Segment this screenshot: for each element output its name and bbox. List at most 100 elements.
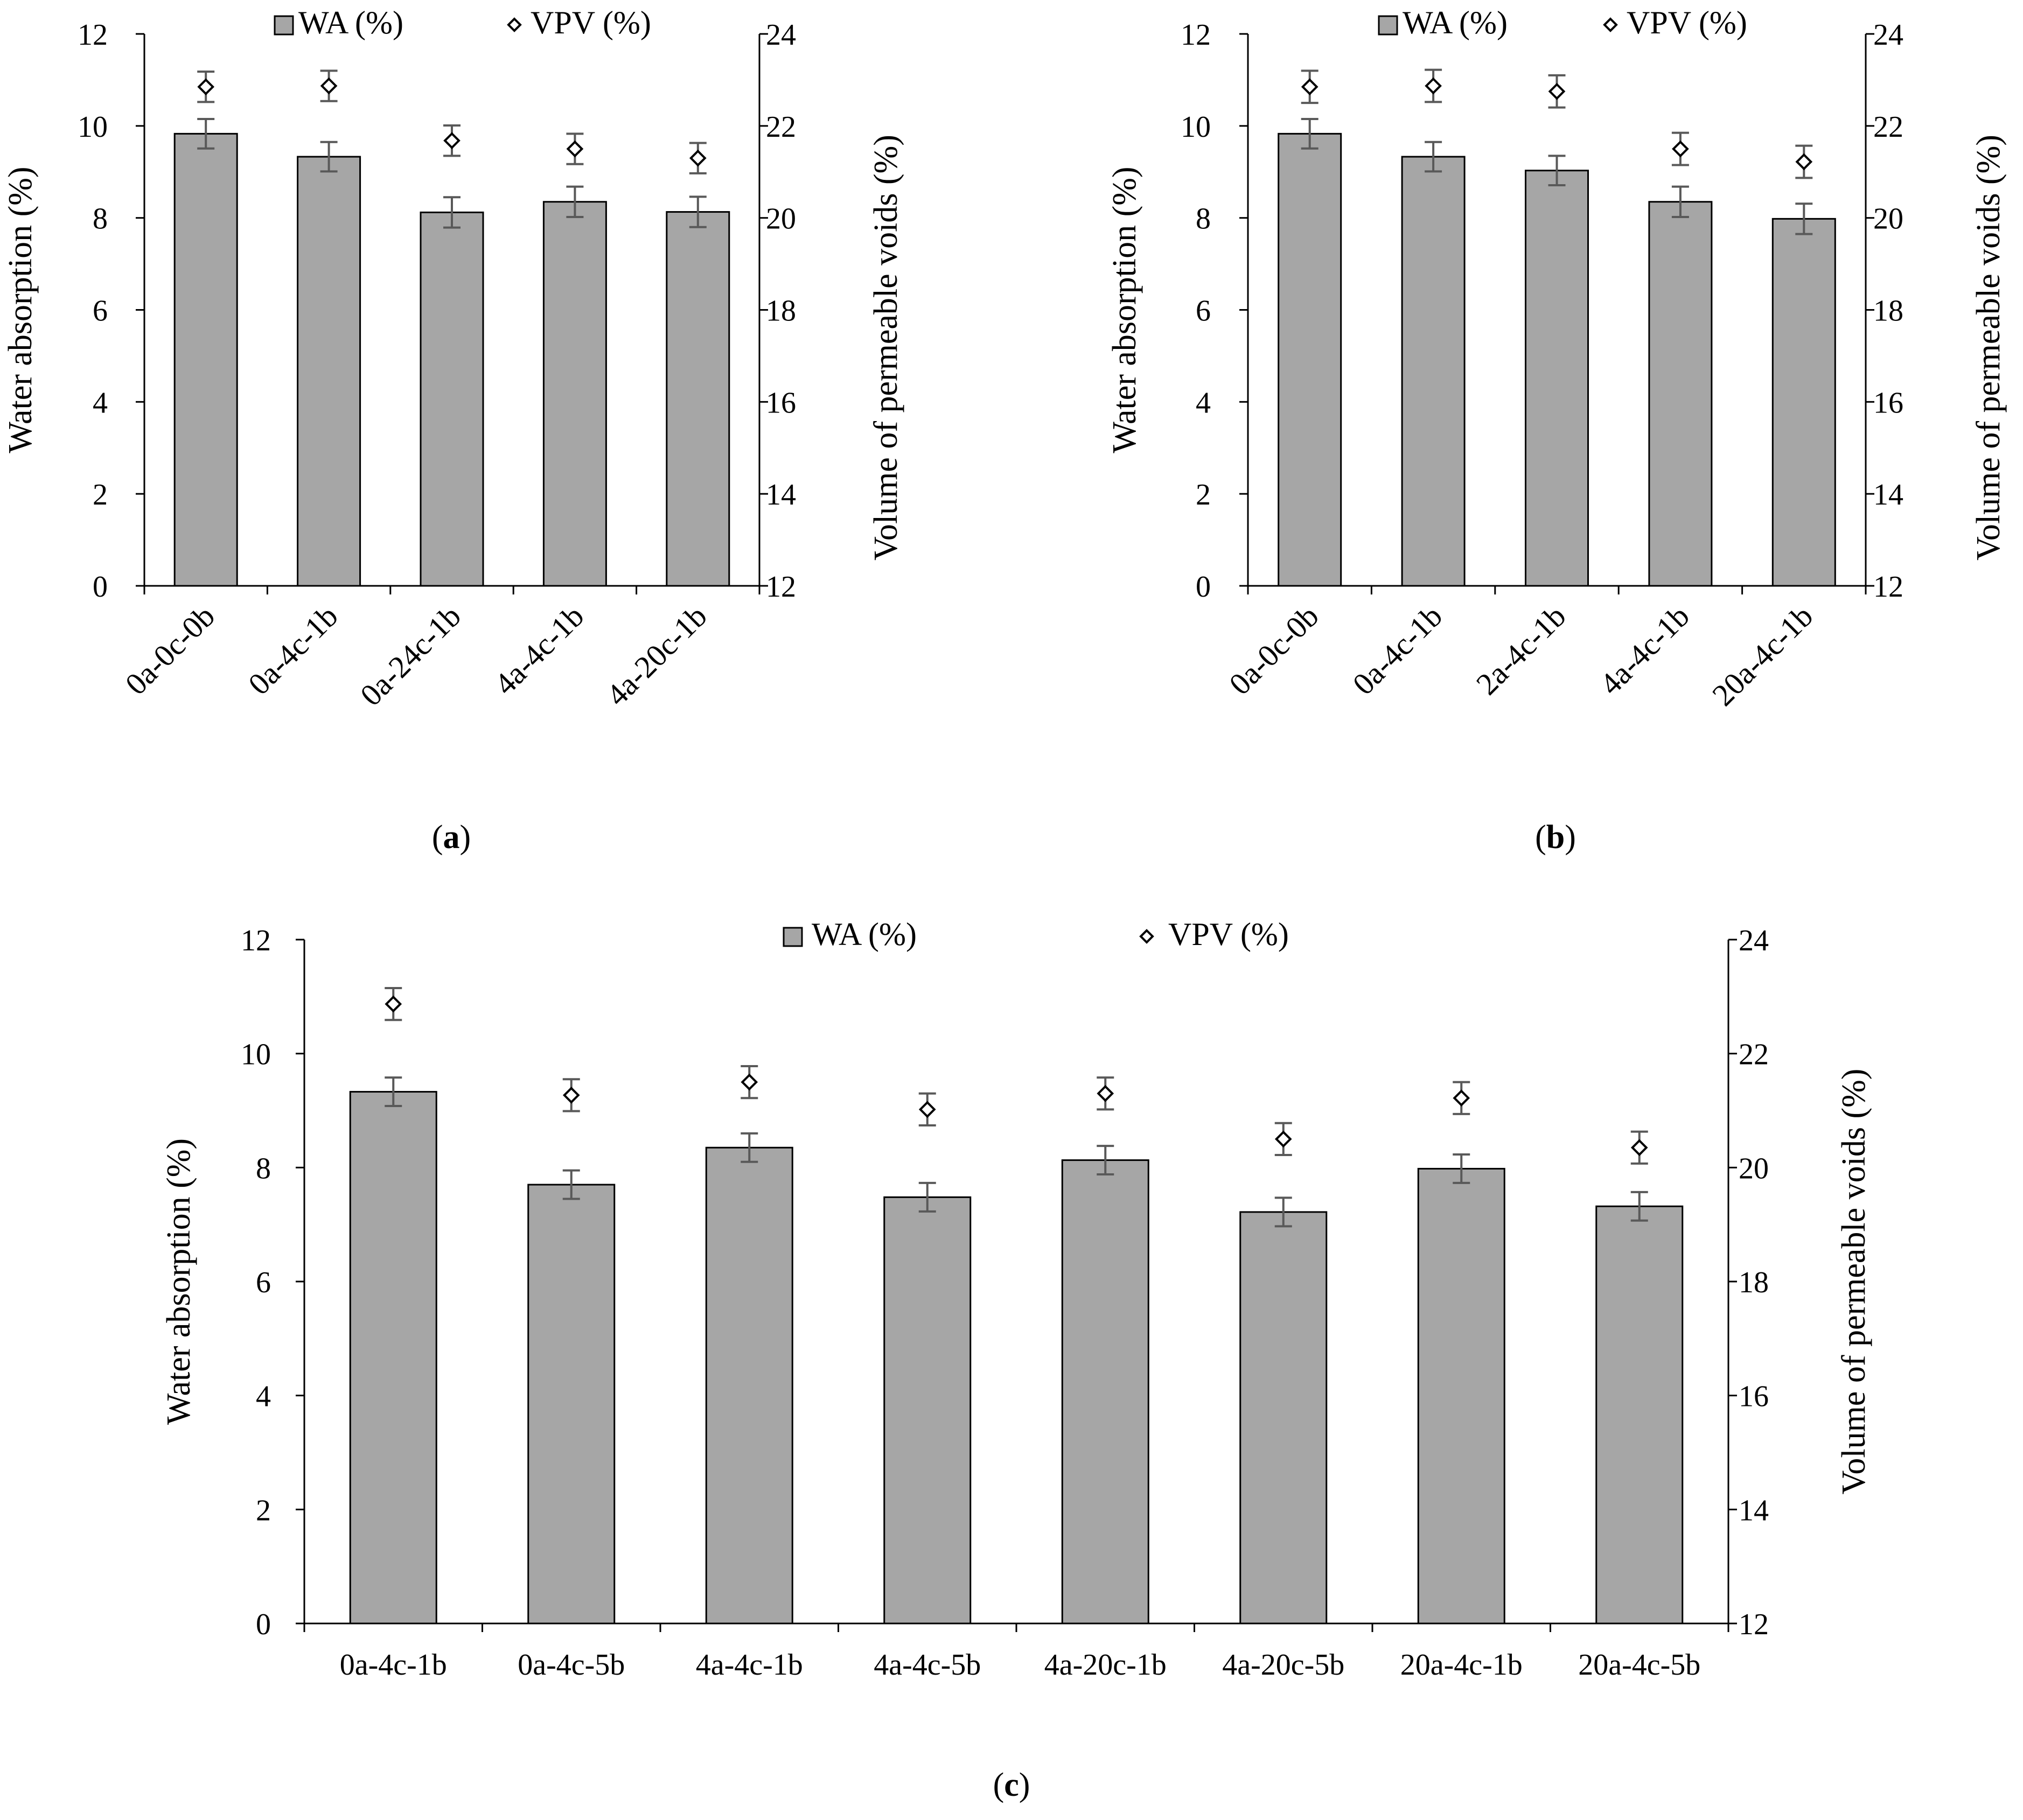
x-category-label: 4a-4c-1b	[487, 598, 591, 702]
wa-error-bar	[1548, 155, 1566, 187]
right-tick-label: 18	[766, 295, 796, 328]
right-tick-label: 14	[1739, 1494, 1769, 1527]
vpv-marker	[689, 149, 707, 167]
vpv-marker	[918, 1101, 936, 1118]
left-tick-label: 2	[256, 1494, 271, 1527]
caption-letter: c	[1004, 1767, 1019, 1803]
vpv-marker	[566, 140, 584, 158]
vpv-marker	[443, 132, 461, 149]
legend-wa-label: WA (%)	[812, 916, 917, 952]
x-category-label: 0a-4c-1b	[241, 598, 345, 702]
x-category-label: 4a-4c-5b	[874, 1648, 981, 1682]
wa-error-bar	[1097, 1145, 1114, 1176]
x-category-label: 4a-20c-1b	[599, 598, 714, 712]
wa-bar	[1771, 218, 1836, 587]
legend-vpv-marker	[1603, 17, 1618, 32]
left-tick-label: 12	[1181, 18, 1211, 52]
left-tick-label: 6	[256, 1266, 271, 1299]
vpv-marker	[1672, 140, 1689, 158]
right-tick-label: 12	[1739, 1608, 1769, 1641]
right-axis-title: Volume of permeable voids (%)	[1970, 135, 2007, 561]
left-tick-label: 10	[241, 1038, 271, 1072]
wa-bar	[542, 201, 607, 587]
wa-bar	[1648, 201, 1713, 587]
legend: WA (%) VPV (%)	[274, 5, 651, 40]
right-axis-title: Volume of permeable voids (%)	[1836, 1069, 1872, 1495]
x-category-label: 20a-4c-1b	[1705, 598, 1819, 712]
vpv-marker	[197, 78, 215, 96]
left-tick-label: 8	[93, 202, 108, 236]
vpv-marker	[1548, 82, 1566, 100]
panel-caption: (a)	[432, 819, 471, 856]
x-category-label: 20a-4c-1b	[1400, 1648, 1523, 1682]
wa-bar	[1239, 1211, 1328, 1625]
right-tick-label: 20	[1739, 1152, 1769, 1185]
right-tick-label: 14	[1873, 478, 1903, 512]
vpv-marker	[385, 995, 402, 1013]
wa-error-bar	[1425, 141, 1442, 173]
caption-letter: a	[443, 819, 460, 856]
x-category-label: 0a-24c-1b	[353, 598, 468, 712]
wa-error-bar	[741, 1132, 758, 1163]
caption-open-paren: (	[993, 1767, 1004, 1803]
wa-error-bar	[918, 1181, 936, 1213]
vpv-marker	[562, 1087, 580, 1104]
right-axis-title: Volume of permeable voids (%)	[868, 135, 904, 561]
right-tick-label: 22	[1873, 110, 1903, 144]
legend-vpv-label: VPV (%)	[1627, 5, 1747, 40]
vpv-marker	[1274, 1130, 1292, 1148]
right-tick-label: 22	[766, 110, 796, 144]
caption-letter: b	[1546, 819, 1565, 856]
x-category-label: 4a-20c-1b	[1044, 1648, 1167, 1682]
legend-vpv-label: VPV (%)	[531, 5, 651, 40]
wa-bar	[1278, 132, 1342, 587]
x-category-label: 4a-20c-5b	[1222, 1648, 1344, 1682]
x-category-label: 0a-4c-5b	[518, 1648, 625, 1682]
caption-close-paren: )	[1565, 819, 1576, 856]
vpv-marker	[1301, 78, 1319, 96]
left-tick-label: 2	[1196, 478, 1211, 512]
left-tick-label: 12	[241, 924, 271, 957]
left-tick-label: 0	[93, 570, 108, 604]
right-tick-label: 20	[766, 202, 796, 236]
x-category-label: 20a-4c-5b	[1578, 1648, 1700, 1682]
wa-bar	[1595, 1205, 1684, 1625]
wa-error-bar	[197, 118, 215, 150]
x-category-label: 0a-0c-0b	[118, 598, 222, 702]
legend-wa-label: WA (%)	[1403, 5, 1508, 40]
wa-bar	[705, 1146, 793, 1625]
legend-vpv-marker	[1139, 929, 1154, 944]
legend-vpv-marker	[507, 17, 522, 32]
legend: WA (%) VPV (%)	[1378, 5, 1747, 40]
right-tick-label: 24	[1873, 18, 1903, 52]
wa-bar	[297, 156, 361, 587]
right-tick-label: 16	[1873, 386, 1903, 419]
x-category-label: 4a-4c-1b	[1593, 598, 1696, 702]
legend-wa-swatch	[783, 927, 803, 947]
right-tick-label: 12	[766, 570, 796, 604]
right-tick-label: 20	[1873, 202, 1903, 236]
x-category-label: 0a-0c-0b	[1222, 598, 1326, 702]
wa-error-bar	[562, 1169, 580, 1200]
wa-error-bar	[443, 196, 461, 229]
left-tick-label: 6	[93, 295, 108, 328]
x-category-label: 0a-4c-1b	[340, 1648, 447, 1682]
left-tick-label: 4	[93, 386, 108, 419]
left-tick-label: 12	[78, 18, 108, 52]
x-category-label: 2a-4c-1b	[1469, 598, 1573, 702]
vpv-marker	[1097, 1084, 1114, 1102]
vpv-marker	[1795, 153, 1813, 171]
vpv-marker	[741, 1073, 758, 1091]
right-tick-label: 14	[766, 478, 796, 512]
wa-bar	[1417, 1167, 1505, 1625]
right-tick-label: 18	[1873, 295, 1903, 328]
x-category-label: 0a-4c-1b	[1346, 598, 1449, 702]
right-tick-label: 12	[1873, 570, 1903, 604]
wa-error-bar	[385, 1076, 402, 1108]
right-tick-label: 16	[766, 386, 796, 419]
x-category-label: 4a-4c-1b	[696, 1648, 803, 1682]
